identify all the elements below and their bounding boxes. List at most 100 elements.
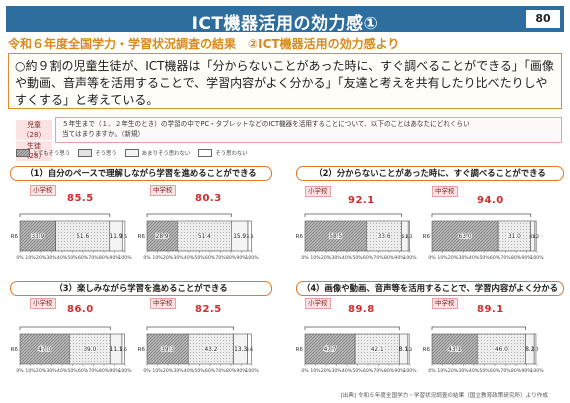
bar-value-label: 33.6 xyxy=(378,234,391,240)
x-tick-label: 20% xyxy=(448,255,459,261)
x-tick-label: 100% xyxy=(245,255,259,261)
bar-segment xyxy=(525,333,535,365)
summary-line: すくする」と考えている。 xyxy=(15,93,159,107)
x-tick-label: 40% xyxy=(57,368,68,374)
affirmative-total: 94.0 xyxy=(477,195,504,206)
row-label: R6 xyxy=(11,234,19,240)
x-tick-label: 30% xyxy=(46,255,57,261)
bar-segment xyxy=(110,333,123,365)
legend-item: とてもそう思う xyxy=(16,149,70,157)
x-tick-label: 0% xyxy=(301,368,309,374)
x-tick-label: 30% xyxy=(173,368,184,374)
bar-value-label: 2.6 xyxy=(120,347,127,353)
x-tick-label: 40% xyxy=(184,255,195,261)
bar-segment xyxy=(69,333,111,365)
legend-item: あまりそう思わない xyxy=(124,149,190,157)
x-tick-label: 40% xyxy=(57,255,68,261)
affirmative-total: 80.3 xyxy=(195,193,222,204)
affirmative-total: 89.8 xyxy=(348,304,375,315)
question-line: ５年生まで（１、２年生のとき）の学習の中でPC・タブレットなどのICT機器を活用… xyxy=(62,120,470,128)
x-tick-label: 80% xyxy=(99,368,110,374)
bar-segment xyxy=(231,220,249,252)
legend-swatch xyxy=(16,149,30,157)
target-labels: 児童（28） 生徒（28） xyxy=(16,120,52,162)
row-label: R6 xyxy=(138,347,146,353)
x-tick-label: 100% xyxy=(118,255,132,261)
bar-value-label: 28.9 xyxy=(156,234,169,240)
x-tick-label: 80% xyxy=(511,255,522,261)
x-tick-label: 100% xyxy=(118,368,132,374)
question-line: 当てはまりますか。（新規） xyxy=(62,129,145,138)
bar-value-label: 39.3 xyxy=(161,347,174,353)
x-tick-label: 80% xyxy=(384,368,395,374)
summary-line: ○約９割の児童生徒が、ICT機器は「分からないことがあった時に、すぐ調べることが… xyxy=(15,59,554,73)
bar-segment xyxy=(407,220,410,252)
x-tick-label: 90% xyxy=(394,255,405,261)
bar-segment xyxy=(354,333,400,365)
x-tick-label: 40% xyxy=(342,255,353,261)
bar-segment xyxy=(304,220,367,252)
bar-value-label: 1.7 xyxy=(531,347,538,353)
panel-heading-1: （1）自分のペースで理解しながら学習を進めることができる xyxy=(10,166,272,181)
bar-value-label: 51.4 xyxy=(198,234,211,240)
legend-item: そう思わない xyxy=(198,149,248,157)
page-title: ICT機器活用の効力感① xyxy=(191,14,379,34)
bar-segment xyxy=(109,220,123,252)
x-tick-label: 100% xyxy=(403,368,417,374)
x-tick-label: 10% xyxy=(310,368,321,374)
legend-label: とてもそう思う xyxy=(33,151,71,157)
bar-value-label: 47.7 xyxy=(324,347,337,353)
legend-swatch xyxy=(78,149,93,157)
x-tick-label: 30% xyxy=(331,368,342,374)
x-tick-label: 0% xyxy=(16,255,24,261)
bar-segment xyxy=(233,333,248,365)
bar-value-label: 3.6 xyxy=(246,347,253,353)
x-tick-label: 100% xyxy=(245,368,259,374)
x-tick-label: 0% xyxy=(16,368,24,374)
bar-segment xyxy=(187,333,234,365)
affirmative-bracket xyxy=(431,213,532,217)
x-tick-label: 10% xyxy=(310,255,321,261)
x-tick-label: 10% xyxy=(25,255,36,261)
bar-value-label: 11.1 xyxy=(110,347,123,353)
bar-value-label: 46.0 xyxy=(495,347,508,353)
bar-segment xyxy=(534,220,537,252)
target-elementary: 児童（28） xyxy=(16,120,52,140)
x-tick-label: 50% xyxy=(479,255,490,261)
x-tick-label: 20% xyxy=(36,255,47,261)
affirmative-bracket xyxy=(304,326,400,330)
bar-value-label: 47.0 xyxy=(38,347,51,353)
bar-segment xyxy=(401,220,409,252)
x-tick-label: 70% xyxy=(215,255,226,261)
x-tick-label: 20% xyxy=(163,255,174,261)
x-tick-label: 50% xyxy=(67,368,78,374)
level-label: 小学校 xyxy=(30,298,56,309)
bar-value-label: 8.1 xyxy=(399,347,409,353)
x-tick-label: 50% xyxy=(352,255,363,261)
legend-item: そう思う xyxy=(78,149,117,157)
level-label: 中学校 xyxy=(432,298,458,309)
bar-segment xyxy=(398,333,409,365)
x-tick-label: 60% xyxy=(78,255,89,261)
x-tick-label: 20% xyxy=(163,368,174,374)
x-tick-label: 60% xyxy=(205,368,216,374)
bar-value-label: 6.2 xyxy=(401,234,408,240)
bar-segment xyxy=(247,220,252,252)
x-tick-label: 50% xyxy=(352,368,363,374)
title-bar: ICT機器活用の効力感① 80 xyxy=(6,6,564,34)
panel-heading-3: （3）楽しみながら学習を進めることができる xyxy=(10,281,272,296)
legend-swatch xyxy=(198,149,213,157)
bar-value-label: 58.5 xyxy=(329,234,342,240)
affirmative-total: 89.1 xyxy=(477,304,504,315)
x-tick-label: 60% xyxy=(78,368,89,374)
x-tick-label: 90% xyxy=(109,255,120,261)
x-tick-label: 50% xyxy=(479,368,490,374)
x-tick-label: 10% xyxy=(25,368,36,374)
question-text: ５年生まで（１、２年生のとき）の学習の中でPC・タブレットなどのICT機器を活用… xyxy=(62,120,555,139)
bar-segment xyxy=(121,333,125,365)
x-tick-label: 30% xyxy=(458,255,469,261)
x-tick-label: 40% xyxy=(184,368,195,374)
source-note: [出典] 令和６年度全国学力・学習状況調査の結果（国立教育政策研究所）より作成 xyxy=(340,393,548,399)
row-label: R6 xyxy=(423,234,431,240)
x-tick-label: 100% xyxy=(530,255,544,261)
